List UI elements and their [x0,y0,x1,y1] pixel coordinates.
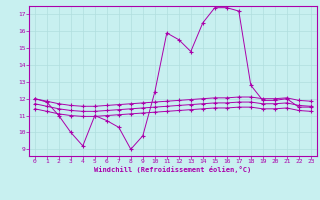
X-axis label: Windchill (Refroidissement éolien,°C): Windchill (Refroidissement éolien,°C) [94,166,252,173]
